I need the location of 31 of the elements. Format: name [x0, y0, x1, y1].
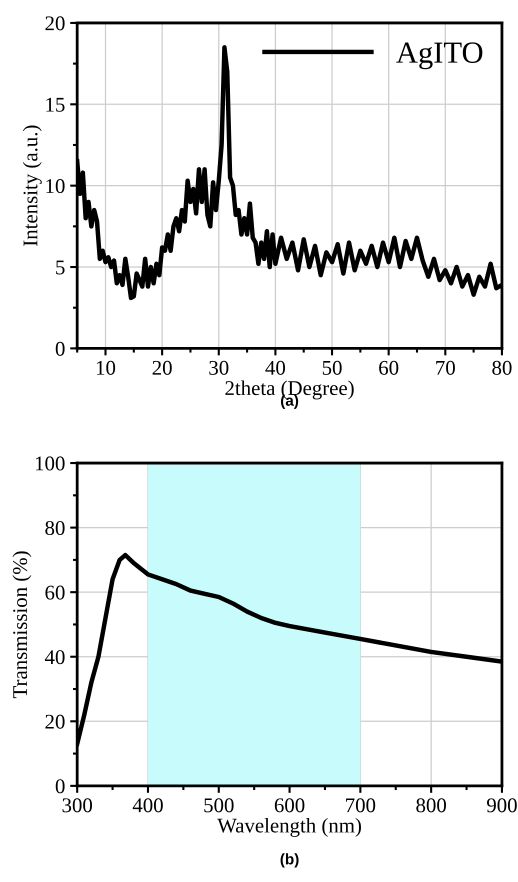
y-tick-label: 40	[44, 650, 65, 664]
y-tick-label: 5	[56, 260, 65, 274]
x-tick-label: 80	[492, 360, 512, 375]
x-tick-label: 50	[322, 360, 342, 375]
x-tick-label: 70	[436, 360, 455, 375]
x-tick-label: 30	[209, 360, 228, 375]
x-tick-label: 20	[152, 360, 172, 375]
x-tick-label: 600	[274, 798, 304, 812]
y-tick-label: 80	[45, 520, 65, 536]
x-tick-label: 40	[265, 360, 286, 375]
x-tick-label: 300	[62, 798, 92, 812]
y-tick-label: 15	[46, 98, 65, 112]
y-tick-label: 20	[45, 16, 65, 30]
x-axis-title: Wavelength (nm)	[217, 818, 361, 837]
x-tick-label: 400	[132, 798, 163, 812]
y-axis-title: Transmission (%)	[12, 551, 32, 698]
y-tick-label: 0	[56, 779, 65, 794]
x-tick-label: 60	[379, 360, 398, 375]
x-tick-label: 10	[96, 360, 116, 375]
x-tick-label: 700	[346, 798, 376, 812]
text: (b)	[280, 853, 299, 868]
x-tick-label: 500	[204, 798, 234, 812]
y-tick-label: 60	[45, 586, 65, 600]
y-tick-label: 0	[56, 342, 65, 356]
y-tick-label: 100	[36, 456, 65, 470]
x-tick-label: 800	[416, 798, 446, 812]
y-tick-label: 20	[45, 714, 65, 729]
y-axis-title: Intensity (a.u.)	[22, 126, 42, 246]
y-tick-label: 10	[46, 179, 65, 194]
legend-label: AgITO	[396, 42, 482, 70]
x-tick-label: 900	[486, 798, 517, 812]
